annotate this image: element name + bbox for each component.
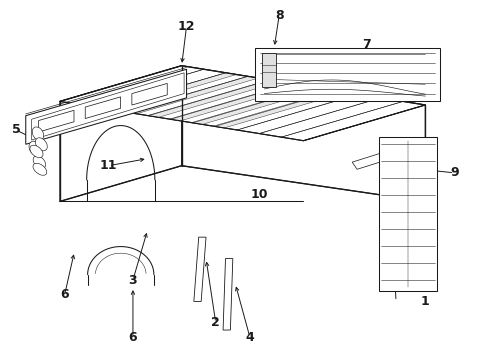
Text: 4: 4	[245, 331, 254, 344]
Polygon shape	[194, 237, 206, 301]
Polygon shape	[352, 152, 391, 169]
Polygon shape	[379, 137, 438, 291]
Polygon shape	[213, 90, 346, 128]
Text: 1: 1	[421, 295, 430, 308]
Ellipse shape	[32, 127, 44, 140]
Polygon shape	[39, 111, 74, 132]
Polygon shape	[60, 66, 425, 141]
Polygon shape	[147, 80, 280, 117]
Text: 6: 6	[60, 288, 69, 301]
Polygon shape	[104, 73, 237, 110]
Text: 11: 11	[100, 159, 117, 172]
Text: 6: 6	[129, 331, 137, 344]
Ellipse shape	[33, 156, 46, 168]
Text: 8: 8	[275, 9, 283, 22]
Text: 5: 5	[12, 123, 21, 136]
Text: 12: 12	[178, 20, 196, 33]
Polygon shape	[192, 87, 324, 125]
Ellipse shape	[30, 145, 43, 158]
Ellipse shape	[33, 163, 47, 175]
Text: 2: 2	[211, 316, 220, 329]
Text: 7: 7	[363, 38, 371, 51]
Polygon shape	[262, 53, 276, 87]
Ellipse shape	[35, 138, 48, 151]
Polygon shape	[125, 76, 258, 114]
Ellipse shape	[29, 141, 40, 154]
Text: 3: 3	[129, 274, 137, 287]
Polygon shape	[85, 97, 121, 118]
Text: 10: 10	[251, 188, 269, 201]
Text: 9: 9	[450, 166, 459, 179]
Polygon shape	[26, 69, 187, 144]
Polygon shape	[182, 66, 425, 202]
Polygon shape	[132, 84, 167, 105]
Polygon shape	[60, 66, 182, 202]
Polygon shape	[255, 48, 440, 102]
Polygon shape	[31, 73, 184, 140]
Polygon shape	[170, 84, 302, 121]
Polygon shape	[223, 258, 233, 330]
